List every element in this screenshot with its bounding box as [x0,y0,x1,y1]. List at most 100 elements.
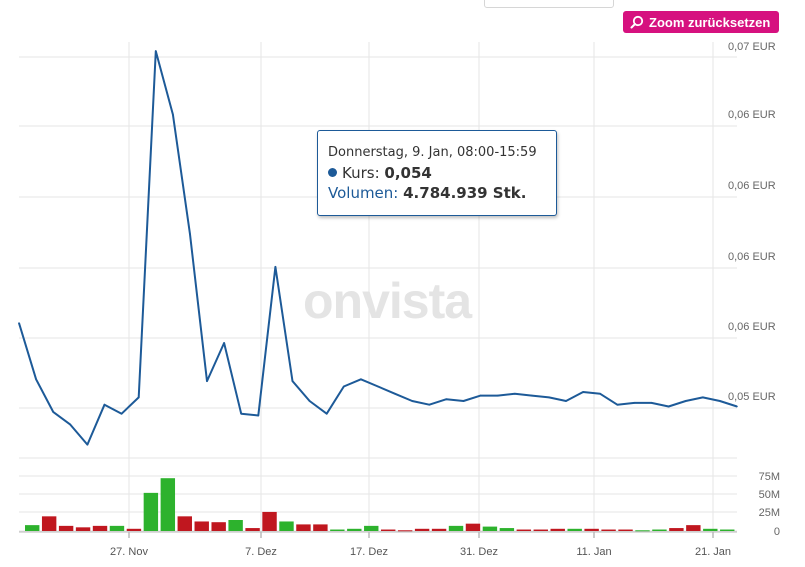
tooltip-volumen-value: 4.784.939 Stk. [403,184,527,202]
chart-tooltip: Donnerstag, 9. Jan, 08:00-15:59 Kurs: 0,… [317,130,557,216]
price-point [308,400,311,402]
tooltip-kurs-row: Kurs: 0,054 [328,164,432,182]
volume-bar [499,528,515,531]
zoom-reset-label: Zoom zurücksetzen [649,14,771,30]
date-tick-label: 21. Jan [695,546,731,558]
price-point [120,412,123,415]
volume-bar [397,530,413,532]
volume-bar [686,525,701,531]
date-tick-label: 17. Dez [350,546,388,558]
price-tick-label: 0,06 EUR [728,180,776,192]
price-point [343,385,345,388]
date-axis-labels: 27. Nov 7. Dez 17. Dez 31. Dez 11. Jan 21. Ja… [110,546,731,558]
date-tick-label: 11. Jan [576,546,611,558]
volume-bar [126,528,142,531]
volume-bar [703,528,718,531]
price-point [274,266,277,268]
magnifier-icon [630,15,644,29]
tooltip-volumen-row: Volumen: 4.784.939 Stk. [328,184,527,202]
volume-bar [92,525,108,531]
volume-bar [347,528,362,531]
price-point [445,398,448,401]
price-tick-label: 0,06 EUR [728,251,776,263]
price-point [702,396,704,399]
price-tick-label: 0,06 EUR [728,109,776,121]
volume-bar [482,526,498,531]
volume-bar [414,528,430,531]
price-point [223,342,225,344]
date-tick-label: 31. Dez [460,546,498,558]
volume-bar [448,525,464,531]
grid-lines [19,42,737,538]
price-point [360,378,362,381]
volume-tick-label: 75M [759,471,780,483]
volume-bar [160,478,176,531]
price-axis-labels: 0,07 EUR 0,06 EUR 0,06 EUR 0,06 EUR 0,06 EUR… [728,41,780,538]
price-point [496,394,499,397]
price-point [206,380,208,382]
volume-bar [313,524,328,531]
price-point [428,403,431,406]
volume-bar [550,528,565,531]
volume-bar [516,529,532,531]
price-point [240,412,242,415]
date-tick-label: 27. Nov [110,546,148,558]
volume-bar [567,528,582,531]
price-point [86,443,89,446]
price-point [257,414,260,417]
price-point [377,385,379,388]
price-point [514,393,516,395]
volume-bar [296,524,311,531]
volume-tick-label: 25M [759,507,780,519]
volume-bar [635,530,650,532]
price-point [684,400,687,402]
price-point [172,113,174,116]
watermark-logo: onvista [303,273,472,329]
price-point [565,400,567,402]
date-tick-label: 7. Dez [245,546,277,558]
price-point [650,402,653,404]
price-point [35,378,37,381]
tooltip-title: Donnerstag, 9. Jan, 08:00-15:59 [328,145,537,160]
volume-bar [652,529,667,531]
volume-bar [669,528,684,531]
volume-bar [618,529,633,531]
volume-bar [465,523,481,531]
price-point [548,396,550,399]
price-point [52,411,54,413]
price-point [633,402,636,404]
volume-bars [25,478,735,532]
price-point [103,403,106,406]
price-point [69,423,72,426]
price-point [719,400,721,402]
volume-bar [228,520,243,531]
volume-bar [177,516,192,531]
price-point [479,394,482,397]
tooltip-volumen-label: Volumen [328,184,394,202]
series-dot-icon [328,168,337,177]
price-line [18,50,738,446]
price-point [599,393,601,395]
price-tick-label: 0,07 EUR [728,41,776,53]
volume-bar [211,522,226,531]
tooltip-kurs-label: Kurs [342,164,375,182]
price-point [394,393,396,395]
price-point [291,380,294,382]
price-point [325,412,328,415]
price-point [531,394,533,397]
tooltip-kurs-value: 0,054 [384,164,432,182]
volume-bar [601,529,616,531]
volume-bar [262,511,277,531]
volume-bar [109,525,125,531]
price-tick-label: 0,06 EUR [728,321,776,333]
volume-bar [381,529,396,531]
volume-bar [364,525,379,531]
price-point [667,405,670,408]
volume-tick-label: 0 [774,526,780,538]
price-point [462,400,465,402]
price-point [616,403,619,406]
range-selector-box[interactable] [484,0,614,8]
zoom-reset-button[interactable]: Zoom zurücksetzen [623,11,780,33]
volume-bar [58,525,74,531]
